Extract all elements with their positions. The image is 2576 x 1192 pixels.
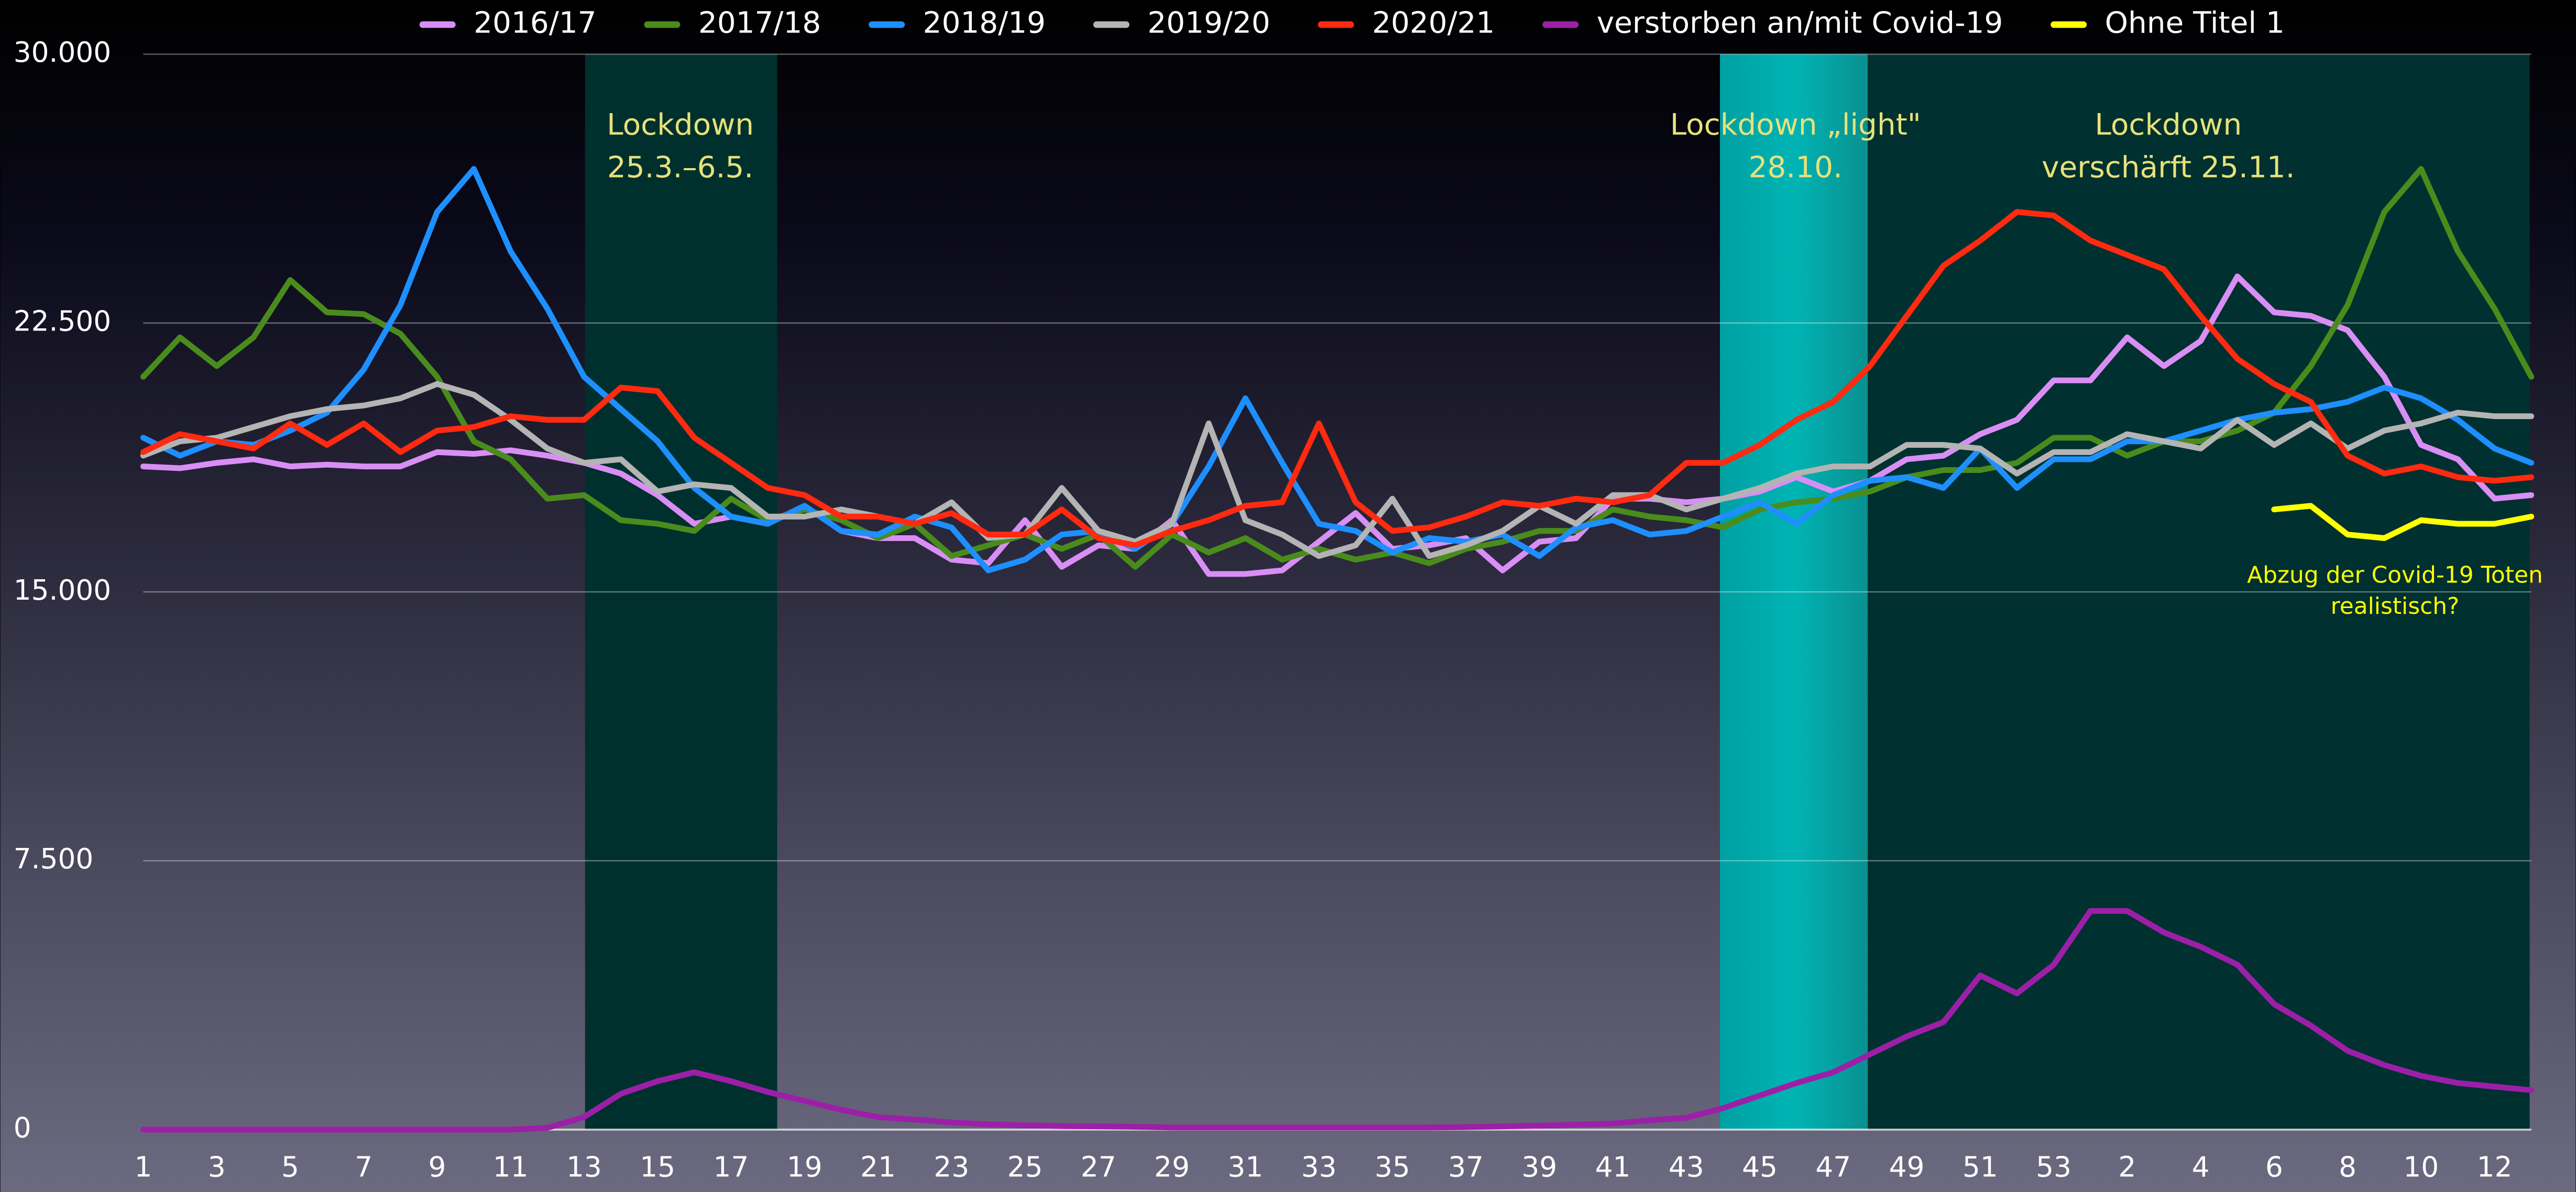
x-tick-label: 6 (2265, 1151, 2283, 1184)
annotation: 28.10. (1748, 151, 1842, 185)
lockdown-light-band (1720, 54, 1868, 1130)
x-tick-label: 43 (1669, 1151, 1704, 1184)
legend: 2016/17 2017/18 2018/19 2019/20 2020/21 verst… (419, 6, 2285, 40)
x-tick-label: 13 (566, 1151, 602, 1184)
x-tick-label: 8 (2339, 1151, 2356, 1184)
annotation: verschärft 25.11. (2042, 151, 2295, 185)
legend-label: verstorben an/mit Covid-19 (1597, 6, 2003, 40)
y-tick-label: 30.000 (14, 36, 111, 69)
x-tick-label: 37 (1448, 1151, 1484, 1184)
legend-label: 2019/20 (1147, 6, 1270, 40)
x-tick-label: 49 (1889, 1151, 1925, 1184)
x-tick-label: 2 (2118, 1151, 2136, 1184)
x-tick-label: 39 (1521, 1151, 1557, 1184)
x-tick-label: 23 (934, 1151, 969, 1184)
y-tick-label: 0 (14, 1112, 31, 1144)
x-tick-label: 29 (1154, 1151, 1190, 1184)
y-tick-label: 7.500 (14, 843, 94, 875)
annotation: Abzug der Covid-19 Toten (2247, 561, 2543, 588)
annotation: Lockdown (607, 108, 754, 142)
x-tick-label: 21 (860, 1151, 896, 1184)
series-line (140, 381, 2535, 559)
y-tick-label: 22.500 (14, 305, 111, 337)
annotation: realistisch? (2331, 593, 2460, 620)
x-tick-label: 4 (2192, 1151, 2210, 1184)
x-tick-label: 27 (1081, 1151, 1116, 1184)
legend-label: 2018/19 (923, 6, 1046, 40)
x-tick-label: 25 (1007, 1151, 1043, 1184)
lockdown-strict-band (1868, 54, 2530, 1130)
annotation: Lockdown „light" (1670, 108, 1921, 142)
x-tick-label: 1 (134, 1151, 152, 1184)
x-tick-label: 9 (428, 1151, 446, 1184)
series-line (2271, 503, 2535, 541)
x-tick-label: 17 (714, 1151, 749, 1184)
x-tick-label: 3 (208, 1151, 226, 1184)
y-tick-label: 15.000 (14, 574, 111, 606)
annotation: 25.3.–6.5. (607, 151, 753, 185)
x-tick-label: 51 (1963, 1151, 1998, 1184)
series-line (140, 166, 2535, 570)
legend-label: 2017/18 (698, 6, 821, 40)
x-tick-label: 12 (2477, 1151, 2513, 1184)
x-tick-label: 7 (355, 1151, 372, 1184)
x-tick-label: 10 (2403, 1151, 2439, 1184)
legend-label: 2016/17 (474, 6, 596, 40)
x-tick-label: 31 (1227, 1151, 1263, 1184)
x-tick-label: 47 (1815, 1151, 1851, 1184)
x-tick-label: 5 (281, 1151, 299, 1184)
series-line (140, 166, 2535, 573)
x-tick-label: 41 (1595, 1151, 1631, 1184)
x-tick-label: 45 (1742, 1151, 1778, 1184)
x-tick-label: 33 (1301, 1151, 1337, 1184)
x-tick-label: 19 (787, 1151, 823, 1184)
x-tick-label: 53 (2036, 1151, 2071, 1184)
series-line (140, 209, 2535, 548)
annotation: Lockdown (2095, 108, 2242, 142)
lockdown-band (585, 54, 777, 1130)
legend-label: 2020/21 (1372, 6, 1495, 40)
x-tick-label: 11 (493, 1151, 529, 1184)
series-line (140, 908, 2535, 1133)
legend-label: Ohne Titel 1 (2105, 6, 2285, 40)
x-tick-label: 35 (1375, 1151, 1410, 1184)
x-tick-label: 15 (640, 1151, 675, 1184)
